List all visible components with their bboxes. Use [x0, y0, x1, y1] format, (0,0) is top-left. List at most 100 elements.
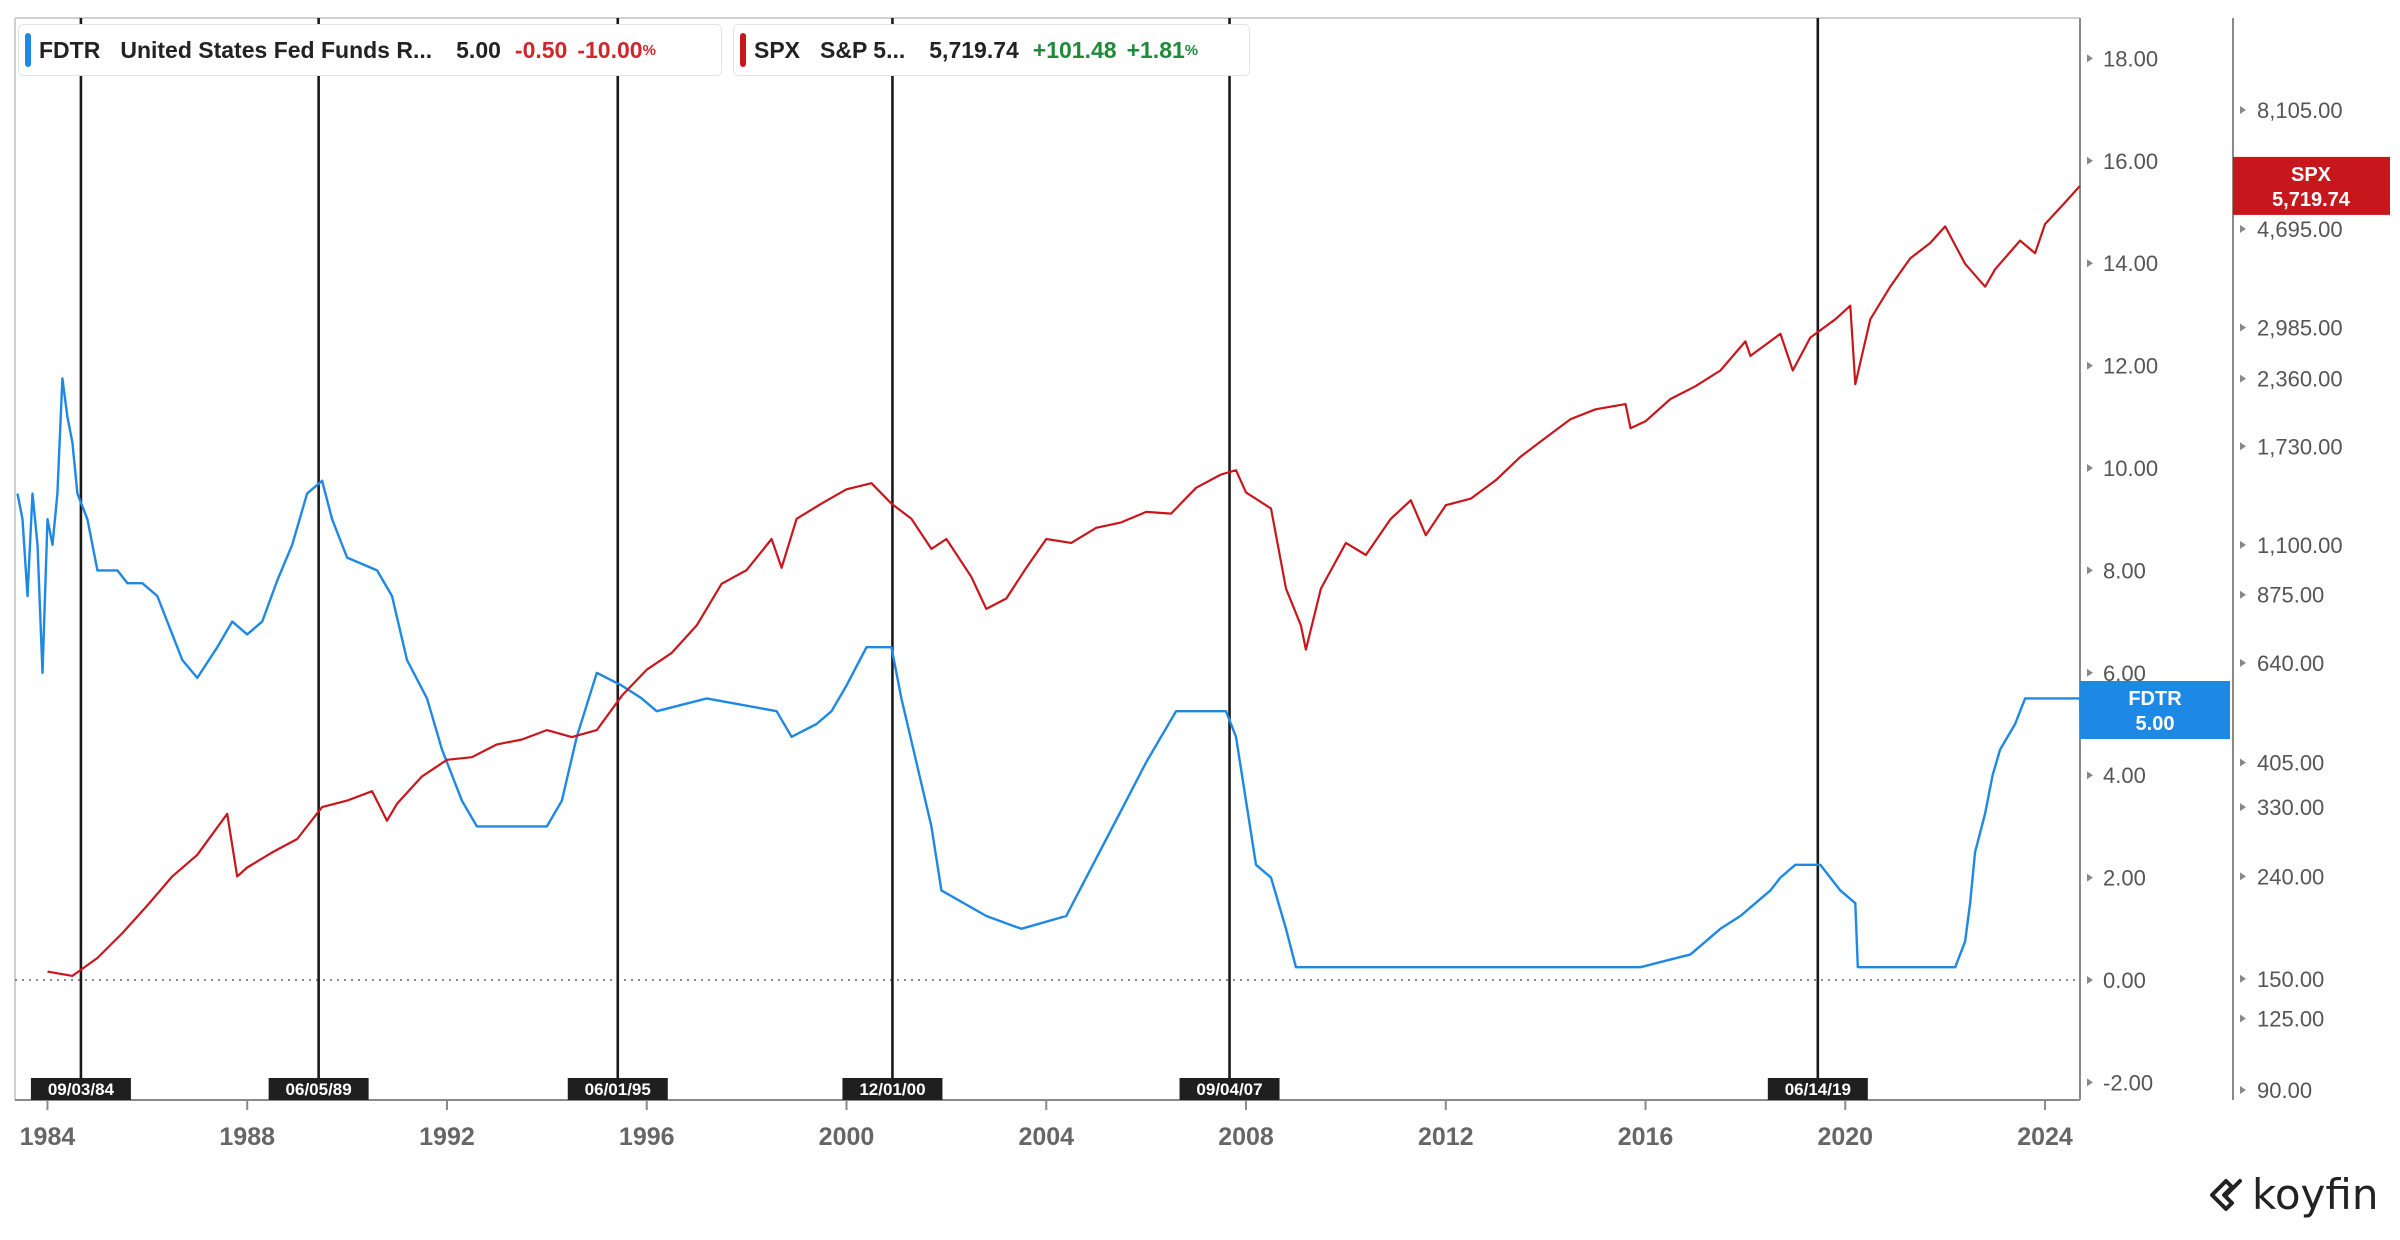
fdtr-color-swatch [25, 33, 31, 67]
x-tick-label: 1988 [219, 1123, 275, 1151]
right-axis-tick-label: 330.00 [2257, 795, 2324, 820]
fdtr-change-pct: -10.00 [577, 36, 643, 63]
left-axis-tick-mark [2087, 156, 2093, 165]
spx-last-value-tag [2233, 156, 2390, 215]
series-line-spx [47, 185, 2081, 978]
spx-change: +101.48 [1032, 36, 1117, 63]
spx-pct-sign: % [1184, 41, 1199, 59]
right-axis-tick-mark [2240, 658, 2246, 667]
fdtr-last-value-tag [2080, 681, 2230, 739]
x-tick-label: 2004 [1018, 1123, 1074, 1151]
fdtr-pct-sign: % [642, 41, 656, 59]
right-axis-tick-mark [2240, 872, 2246, 881]
fdtr-price: 5.00 [456, 36, 501, 63]
left-axis-tick-label: -2.00 [2103, 1070, 2153, 1095]
left-axis-tick-mark [2087, 976, 2093, 984]
event-label-box [1179, 1078, 1280, 1100]
right-axis-tick-label: 2,985.00 [2257, 316, 2343, 341]
left-axis-tick-label: 0.00 [2103, 968, 2146, 993]
event-label: 06/14/19 [1785, 1080, 1851, 1099]
left-axis-tick-mark [2087, 464, 2093, 472]
x-tick-label: 2016 [1618, 1123, 1674, 1151]
left-axis-tick-mark [2087, 259, 2093, 268]
event-label-box [1767, 1078, 1868, 1100]
right-axis-tick-mark [2240, 374, 2246, 383]
spx-price: 5,719.74 [929, 36, 1019, 63]
left-axis-tick-label: 8.00 [2103, 558, 2146, 583]
right-axis-tick-mark [2240, 590, 2246, 599]
legend-fdtr[interactable]: FDTR United States Fed Funds R... 5.00 -… [18, 24, 722, 76]
spx-change-pct: +1.81 [1126, 36, 1185, 63]
event-label: 09/03/84 [48, 1080, 115, 1099]
left-axis-tick-label: 4.00 [2103, 763, 2146, 788]
koyfin-logo-icon [2210, 1178, 2242, 1211]
event-label: 09/04/07 [1196, 1080, 1262, 1099]
spx-color-swatch [740, 33, 746, 67]
x-tick-label: 1992 [419, 1123, 475, 1151]
right-axis-tick-mark [2240, 323, 2246, 332]
right-axis-tick-label: 125.00 [2257, 1006, 2324, 1031]
left-axis-tick-label: 16.00 [2103, 149, 2158, 174]
right-axis-tick-label: 90.00 [2257, 1078, 2312, 1103]
right-axis-tick-label: 1,100.00 [2257, 533, 2343, 558]
right-axis-tick-label: 150.00 [2257, 967, 2324, 992]
x-tick-label: 2000 [819, 1123, 875, 1151]
left-axis-tick-mark [2087, 668, 2093, 677]
left-axis-tick-mark [2087, 566, 2093, 575]
fdtr-name: United States Fed Funds R... [120, 36, 433, 63]
left-axis-tick-mark [2087, 54, 2093, 63]
right-axis-tick-label: 640.00 [2257, 651, 2324, 676]
right-axis-tick-mark [2240, 106, 2246, 114]
fdtr-tag-value: 5.00 [2136, 713, 2175, 735]
right-axis-tick-label: 405.00 [2257, 750, 2324, 775]
series-line-fdtr [16, 377, 2083, 969]
left-axis-tick-label: 10.00 [2103, 456, 2158, 481]
x-tick-label: 2024 [2017, 1123, 2073, 1151]
right-axis-tick-mark [2240, 758, 2246, 767]
event-label: 06/05/89 [286, 1080, 352, 1099]
right-axis-tick-mark [2240, 224, 2246, 233]
x-tick-label: 2008 [1218, 1123, 1274, 1151]
right-axis-tick-label: 2,360.00 [2257, 367, 2343, 392]
right-axis-tick-mark [2240, 1086, 2246, 1094]
koyfin-logo-text: koyfin [2252, 1170, 2379, 1219]
event-label-box [842, 1078, 943, 1100]
left-axis-tick-mark [2087, 771, 2093, 780]
left-axis-tick-label: 14.00 [2103, 251, 2158, 276]
right-axis-tick-mark [2240, 442, 2246, 451]
fdtr-tag-label: FDTR [2128, 688, 2182, 710]
right-axis-tick-mark [2240, 974, 2246, 983]
right-axis-tick-label: 875.00 [2257, 583, 2324, 608]
left-axis-tick-mark [2087, 873, 2093, 882]
legend-spx[interactable]: SPX S&P 5... 5,719.74 +101.48 +1.81% [733, 24, 1250, 76]
event-label: 06/01/95 [585, 1080, 651, 1099]
left-axis-tick-label: 12.00 [2103, 354, 2158, 379]
right-axis-tick-mark [2240, 803, 2246, 812]
x-tick-label: 2012 [1418, 1123, 1474, 1151]
event-label-box [268, 1078, 369, 1100]
right-axis-tick-mark [2240, 540, 2246, 549]
spx-name: S&P 5... [820, 36, 906, 63]
x-tick-label: 1996 [619, 1123, 675, 1151]
right-axis-tick-label: 4,695.00 [2257, 217, 2343, 242]
left-axis-tick-label: 2.00 [2103, 866, 2146, 891]
event-label: 12/01/00 [859, 1080, 925, 1099]
event-label-box [30, 1078, 131, 1100]
fdtr-change: -0.50 [514, 36, 568, 63]
left-axis-tick-mark [2087, 361, 2093, 370]
right-axis-tick-label: 240.00 [2257, 864, 2324, 889]
koyfin-logo: koyfin [2206, 1170, 2378, 1219]
left-axis-tick-mark [2087, 1078, 2093, 1087]
event-label-box [567, 1078, 668, 1100]
fdtr-ticker: FDTR [39, 36, 101, 63]
spx-tag-value: 5,719.74 [2272, 189, 2351, 211]
left-axis-tick-label: 18.00 [2103, 46, 2158, 71]
right-axis-tick-label: 1,730.00 [2257, 434, 2343, 459]
right-axis-tick-mark [2240, 1014, 2246, 1023]
spx-tag-label: SPX [2291, 164, 2332, 186]
x-tick-label: 2020 [1817, 1123, 1873, 1151]
x-tick-label: 1984 [20, 1123, 76, 1151]
spx-ticker: SPX [754, 36, 801, 63]
right-axis-tick-label: 8,105.00 [2257, 98, 2343, 123]
